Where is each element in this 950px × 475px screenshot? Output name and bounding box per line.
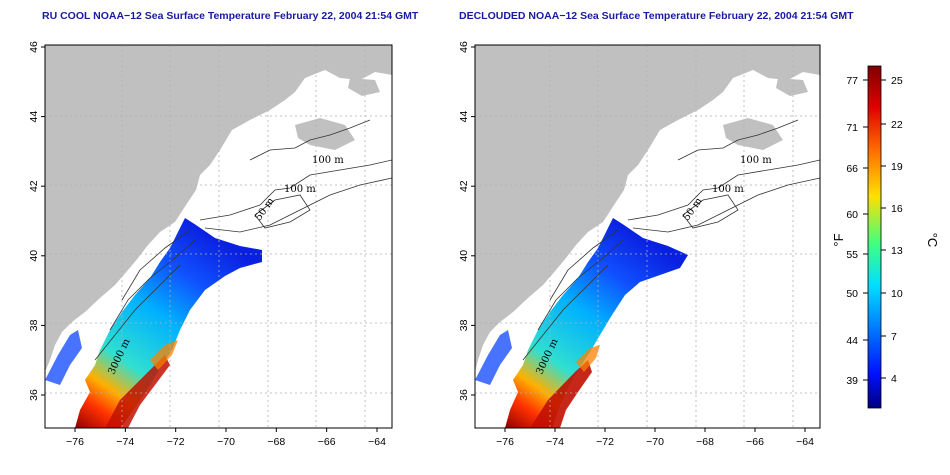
lon-tick-label: −64 — [368, 436, 386, 448]
contour-label: 100 m — [284, 184, 316, 195]
lon-tick-label: −64 — [796, 436, 814, 448]
c-tick-label: 19 — [891, 161, 903, 173]
map-frame — [474, 44, 821, 429]
lon-tick-label: −76 — [66, 436, 84, 448]
contour-label: 100 m — [740, 155, 772, 166]
lon-tick-label: −70 — [646, 436, 664, 448]
lat-tick-label: 42 — [28, 180, 40, 192]
temperature-colorbar: 77 71 66 60 55 50 44 39 25 22 19 16 13 10 7 4 °F °C — [831, 65, 940, 409]
f-tick-label: 44 — [846, 335, 858, 347]
f-tick-label: 77 — [846, 75, 858, 87]
c-tick-label: 16 — [891, 203, 903, 215]
contour-label: 100 m — [712, 184, 744, 195]
c-tick-label: 10 — [891, 288, 903, 300]
c-tick-label: 25 — [891, 75, 903, 87]
right-axis-ticks: −76 −74 −72 −70 −68 −66 −64 46 44 42 40 38 36 — [458, 41, 814, 448]
lon-tick-label: −76 — [496, 436, 514, 448]
sst-warm-band — [150, 340, 178, 370]
lat-tick-label: 40 — [28, 250, 40, 262]
land-mass — [475, 45, 820, 372]
left-axis-ticks: −76 −74 −72 −70 −68 −66 −64 46 44 42 40 38 36 — [28, 41, 386, 448]
lon-tick-label: −66 — [746, 436, 764, 448]
c-tick-label: 4 — [891, 373, 897, 385]
lon-tick-label: −66 — [318, 436, 336, 448]
f-tick-label: 55 — [846, 249, 858, 261]
celsius-label: °C — [925, 233, 940, 248]
f-tick-label: 71 — [846, 122, 858, 134]
colorbar-scale — [867, 65, 882, 409]
land-island — [776, 78, 808, 96]
lon-tick-label: −70 — [217, 436, 235, 448]
bathymetry-contours — [522, 119, 820, 361]
sst-warm-core — [530, 360, 592, 428]
lat-tick-label: 36 — [458, 389, 470, 401]
lon-tick-label: −72 — [596, 436, 614, 448]
f-tick-label: 39 — [846, 375, 858, 387]
lat-tick-label: 46 — [28, 41, 40, 53]
bathymetry-contours — [94, 119, 392, 361]
sst-warm-band — [576, 345, 600, 372]
right-map-panel: 100 m 100 m 50 m 3000 m −76 −74 −72 −70 −68−… — [458, 41, 821, 448]
lon-tick-label: −74 — [546, 436, 564, 448]
right-map-title: DECLOUDED NOAA−12 Sea Surface Temperatur… — [459, 10, 854, 22]
lat-tick-label: 36 — [28, 389, 40, 401]
lat-tick-label: 38 — [28, 319, 40, 331]
lat-tick-label: 40 — [458, 250, 470, 262]
sst-coastal — [475, 330, 512, 385]
fahrenheit-label: °F — [831, 233, 846, 246]
left-map-panel: 100 m 100 m 50 m 3000 m −76 −74 −72 −70 −68−… — [28, 41, 393, 448]
lat-tick-label: 44 — [28, 111, 40, 123]
lon-tick-label: −68 — [267, 436, 285, 448]
contour-label: 100 m — [312, 155, 344, 166]
lat-tick-label: 46 — [458, 41, 470, 53]
map-frame — [44, 44, 393, 429]
sst-coastal — [45, 330, 82, 385]
f-tick-label: 60 — [846, 209, 858, 221]
c-tick-label: 13 — [891, 245, 903, 257]
lat-tick-label: 44 — [458, 111, 470, 123]
c-tick-label: 22 — [891, 119, 903, 131]
lon-tick-label: −68 — [696, 436, 714, 448]
c-tick-label: 7 — [891, 331, 897, 343]
graticule — [45, 45, 392, 428]
colorbar-ticks: 77 71 66 60 55 50 44 39 25 22 19 16 13 10 7 4 — [846, 75, 903, 387]
f-tick-label: 50 — [846, 288, 858, 300]
land-island — [723, 118, 783, 150]
left-map-title: RU COOL NOAA−12 Sea Surface Temperature … — [42, 10, 419, 22]
f-tick-label: 66 — [846, 163, 858, 175]
land-island — [295, 118, 355, 150]
sst-warm-core — [105, 355, 170, 428]
lat-tick-label: 42 — [458, 180, 470, 192]
lon-tick-label: −74 — [116, 436, 134, 448]
lat-tick-label: 38 — [458, 319, 470, 331]
lon-tick-label: −72 — [167, 436, 185, 448]
land-island — [348, 78, 380, 96]
land-mass — [45, 45, 392, 372]
graticule — [475, 45, 820, 428]
